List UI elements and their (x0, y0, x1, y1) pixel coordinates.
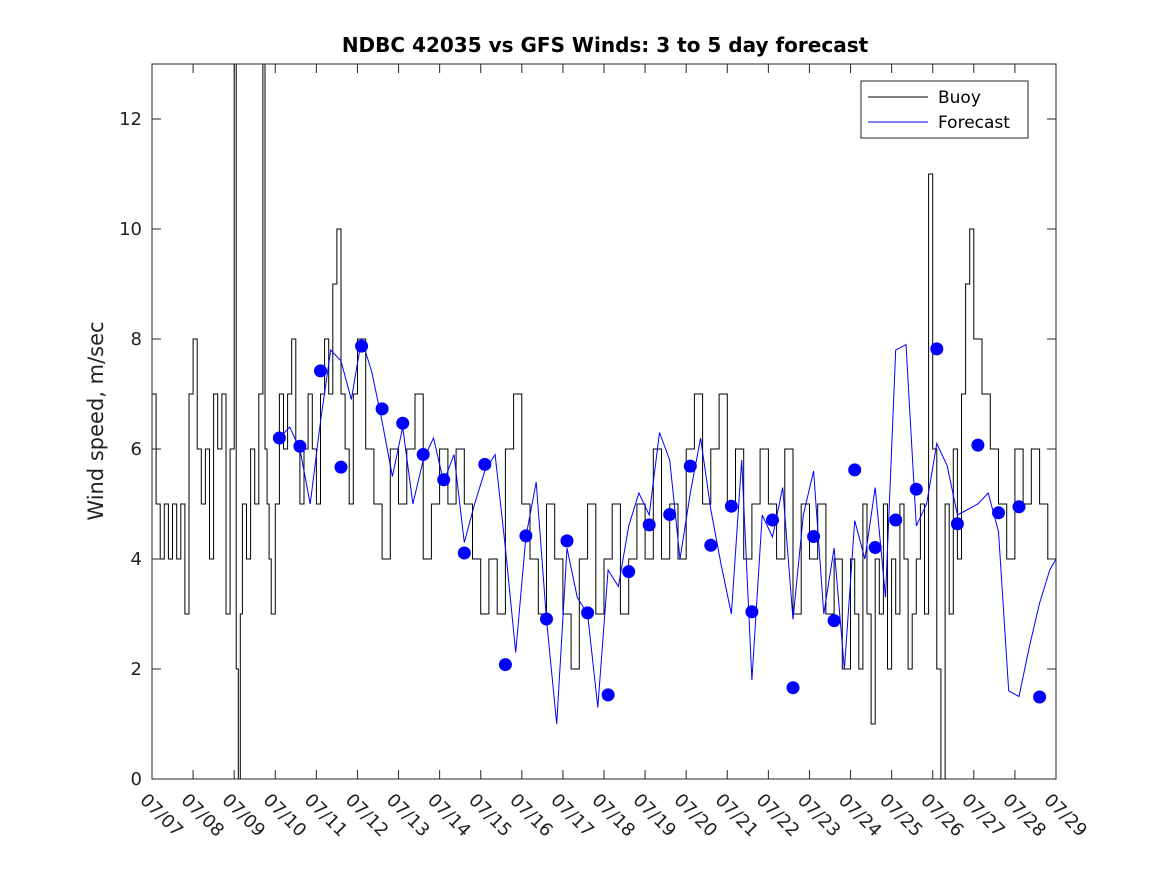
x-tick-label: 07/21 (711, 790, 763, 842)
forecast-series-line (279, 338, 1056, 725)
y-tick-label: 10 (119, 219, 142, 240)
forecast-marker (560, 534, 574, 548)
buoy-series-line (152, 64, 1056, 779)
forecast-marker (540, 612, 553, 626)
forecast-marker (375, 402, 389, 416)
y-axis-label: Wind speed, m/sec (84, 321, 108, 520)
forecast-marker (745, 605, 759, 619)
chart-title: NDBC 42035 vs GFS Winds: 3 to 5 day fore… (342, 33, 869, 57)
forecast-marker (724, 499, 738, 513)
forecast-marker (704, 538, 718, 552)
x-tick-label: 07/28 (998, 790, 1050, 842)
legend: Buoy Forecast (860, 80, 1029, 139)
x-tick-label: 07/13 (382, 790, 434, 842)
x-tick-label: 07/27 (957, 790, 1009, 842)
forecast-marker (827, 614, 841, 628)
forecast-marker (314, 364, 327, 378)
forecast-marker (930, 342, 944, 356)
forecast-marker (1012, 500, 1026, 514)
x-tick-label: 07/24 (834, 790, 886, 842)
y-tick-label: 2 (131, 659, 142, 680)
x-tick-label: 07/26 (916, 790, 968, 842)
x-tick-label: 07/18 (587, 790, 639, 842)
x-tick-label: 07/07 (135, 790, 187, 842)
x-tick-label: 07/19 (629, 790, 681, 842)
forecast-marker (601, 688, 615, 702)
forecast-marker (478, 457, 492, 471)
legend-box (860, 80, 1029, 139)
forecast-marker (848, 463, 862, 477)
forecast-marker (581, 606, 595, 620)
forecast-marker (950, 517, 964, 531)
x-tick-label: 07/22 (752, 790, 804, 842)
x-tick-label: 07/15 (464, 790, 516, 842)
forecast-marker (992, 506, 1005, 520)
legend-forecast-label: Forecast (938, 113, 1010, 133)
y-tick-label: 8 (131, 329, 142, 350)
forecast-marker (786, 681, 800, 695)
forecast-marker (766, 513, 779, 527)
x-tick-label: 07/23 (793, 790, 845, 842)
forecast-marker (1033, 690, 1047, 704)
forecast-marker (355, 339, 369, 353)
forecast-marker (622, 565, 636, 579)
forecast-marker (971, 438, 985, 452)
forecast-marker (807, 530, 821, 543)
forecast-marker (663, 508, 677, 521)
x-tick-label: 07/25 (875, 790, 927, 842)
x-tick-label: 07/08 (177, 790, 229, 842)
series-layer (152, 64, 1056, 779)
forecast-marker (889, 513, 903, 527)
forecast-marker (396, 416, 410, 430)
forecast-marker (416, 448, 430, 461)
forecast-marker (457, 546, 471, 560)
legend-buoy-label: Buoy (938, 88, 981, 108)
x-tick-label: 07/09 (218, 790, 270, 842)
forecast-marker (868, 541, 882, 554)
x-tick-label: 07/29 (1039, 790, 1091, 842)
forecast-marker (519, 529, 533, 543)
x-tick-label: 07/11 (300, 790, 352, 842)
y-tick-label: 6 (131, 439, 142, 460)
x-tick-label: 07/14 (423, 790, 475, 842)
x-tick-label: 07/20 (670, 790, 722, 842)
y-tick-label: 4 (131, 549, 142, 570)
y-tick-label: 0 (131, 769, 142, 790)
x-tick-label: 07/10 (259, 790, 311, 842)
x-tick-label: 07/17 (546, 790, 598, 842)
forecast-marker (272, 431, 286, 445)
forecast-marker (642, 518, 656, 532)
forecast-marker (498, 658, 512, 672)
y-tick-label: 12 (119, 109, 142, 130)
x-tick-label: 07/12 (341, 790, 393, 842)
forecast-marker (293, 439, 307, 453)
forecast-marker (909, 482, 923, 496)
forecast-marker (437, 473, 451, 487)
x-tick-label: 07/16 (505, 790, 557, 842)
forecast-marker (334, 460, 348, 474)
forecast-marker (683, 459, 697, 473)
